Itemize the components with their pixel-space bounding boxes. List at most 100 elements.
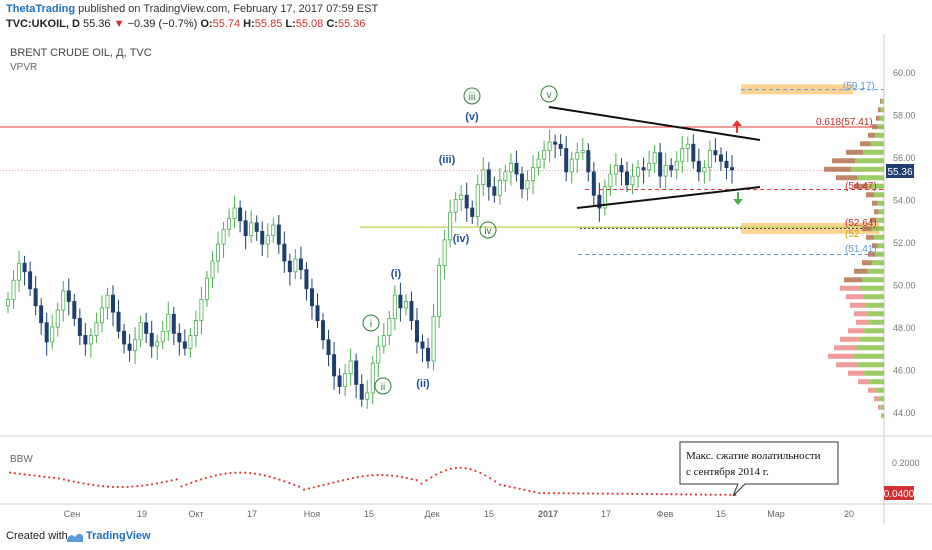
candle-body — [166, 313, 171, 332]
wave-label-ii: ii — [374, 377, 392, 395]
vpvr-bar-up — [874, 234, 884, 240]
bbw-series — [8, 466, 737, 496]
candle-body — [448, 211, 453, 241]
wave-label-paren-v: (v) — [465, 111, 479, 123]
vpvr-bar-up — [881, 98, 884, 104]
price-axis[interactable]: 60.00 58.00 56.00 54.00 52.00 50.00 48.00 46.00… — [892, 68, 920, 468]
bbw-point — [18, 472, 21, 475]
bbw-point — [342, 479, 345, 482]
bbw-point — [650, 492, 654, 496]
bbw-point — [396, 475, 399, 478]
vpvr-bar-down — [881, 413, 883, 419]
bbw-point — [621, 492, 624, 495]
bbw-point — [611, 492, 614, 495]
vpvr-bar-down — [880, 98, 882, 104]
vpvr-bar-down — [876, 115, 880, 121]
author-link[interactable]: ThetaTrading — [6, 3, 76, 15]
bbw-point — [92, 483, 95, 487]
bbw-point — [552, 492, 556, 495]
bbw-point — [557, 492, 560, 495]
candle-body — [431, 315, 436, 362]
candle-body — [309, 288, 314, 307]
bbw-point — [38, 475, 41, 478]
bbw-point — [518, 487, 521, 490]
bbw-point — [680, 493, 683, 496]
bbw-point — [102, 485, 105, 488]
candle-body — [116, 311, 121, 332]
vpvr-bar-up — [867, 268, 884, 274]
candle-body — [238, 207, 243, 222]
candle-body — [564, 148, 569, 173]
candle-body — [111, 294, 116, 313]
vpvr-bar-down — [856, 319, 869, 325]
tradingview-logo-icon[interactable] — [66, 528, 84, 544]
candle-body — [171, 313, 176, 334]
annotation-callout[interactable]: Макс. сжатие волатильности с сентября 20… — [679, 441, 839, 497]
price-value: 55.36 — [83, 18, 111, 30]
bbw-point — [699, 493, 703, 496]
vpvr-bar-up — [855, 158, 884, 164]
change-value: −0.39 (−0.7%) — [127, 18, 198, 30]
bbw-point — [435, 473, 438, 476]
bbw-point — [28, 473, 31, 477]
bbw-point — [317, 485, 320, 488]
price-zones — [0, 84, 884, 256]
bbw-point — [322, 483, 325, 487]
bbw-point — [391, 474, 394, 477]
vpvr-bar-up — [869, 379, 884, 385]
bbw-point — [155, 482, 159, 485]
vpvr-bar-down — [872, 124, 878, 130]
bbw-point — [33, 474, 36, 477]
level-label-5264: (52.64) — [845, 218, 877, 229]
bbw-point — [454, 466, 457, 470]
bbw-point — [636, 492, 639, 496]
candle-body — [188, 335, 193, 349]
bbw-point — [72, 480, 75, 483]
drawing-lines — [548, 106, 761, 209]
bbw-point — [381, 473, 384, 477]
bbw-point — [43, 475, 46, 478]
vpvr-bar-up — [857, 362, 884, 368]
candle-body — [591, 171, 596, 196]
bbw-point — [356, 476, 359, 479]
y-tick-label: 46.00 — [893, 366, 916, 376]
candle-body — [127, 343, 132, 351]
y-tick-label: 58.00 — [893, 111, 916, 121]
candle-body — [249, 222, 254, 237]
symbol-label[interactable]: TVC:UKOIL, D — [6, 18, 80, 30]
candle-body — [647, 162, 652, 171]
wave-label-paren-iv: (iv) — [453, 233, 470, 245]
bbw-point — [82, 482, 85, 485]
candle-body — [470, 207, 475, 217]
bbw-point — [577, 492, 580, 495]
candle-body — [641, 167, 646, 171]
vpvr-bar-up — [880, 107, 884, 113]
candle-body — [321, 320, 326, 341]
bbw-point — [258, 473, 261, 476]
candle-body — [122, 330, 127, 345]
candle-body — [204, 277, 209, 300]
vpvr-bar-up — [863, 149, 884, 155]
vpvr-bar-up — [882, 413, 884, 419]
candle-body — [713, 150, 718, 156]
time-axis[interactable]: Сен 19 Окт 17 Ноя 15 Дек 15 2017 17 Фев 15 Мар 20 — [64, 509, 854, 519]
svg-text:iv: iv — [484, 226, 491, 237]
candle-body — [547, 141, 552, 152]
candle-body — [519, 173, 524, 190]
down-arrow-icon: ▼ — [113, 18, 125, 30]
bbw-point — [214, 474, 217, 477]
bbw-point — [445, 469, 448, 472]
chart-area[interactable]: BRENT CRUDE OIL, Д, TVC VPVR BBW (59.17)… — [0, 34, 932, 524]
bbw-point — [596, 492, 600, 495]
candle-body — [619, 165, 624, 173]
candle-body — [575, 152, 580, 160]
vpvr-bar-down — [862, 226, 872, 232]
tradingview-brand-link[interactable]: TradingView — [86, 530, 151, 542]
close-value: 55.36 — [337, 18, 366, 30]
vpvr-bar-up — [874, 192, 884, 198]
price-chart[interactable]: BRENT CRUDE OIL, Д, TVC VPVR BBW (59.17)… — [0, 34, 932, 524]
bbw-point — [567, 492, 570, 495]
bbw-point — [67, 479, 70, 482]
candle-body — [326, 339, 331, 356]
bbw-point — [685, 493, 688, 496]
